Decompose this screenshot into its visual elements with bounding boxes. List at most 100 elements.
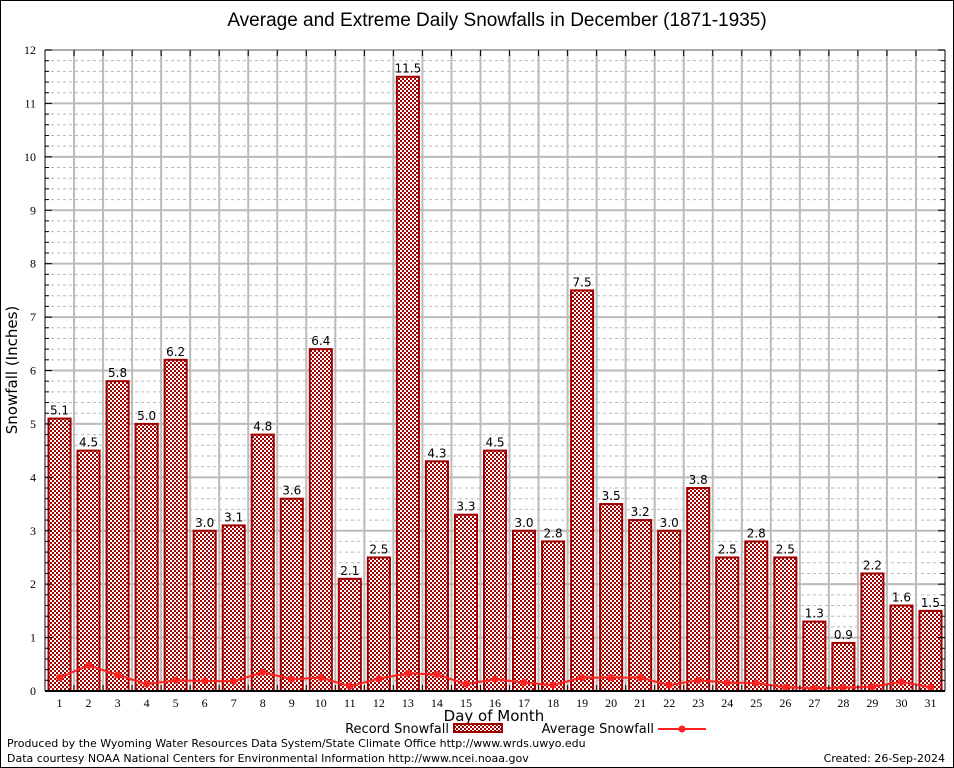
bar-value-label: 2.5 [776, 542, 795, 556]
bar-value-label: 6.2 [166, 345, 185, 359]
x-tick-label: 16 [489, 696, 501, 710]
x-tick-label: 30 [895, 696, 907, 710]
bar-value-label: 1.3 [805, 607, 824, 621]
bar-value-label: 5.0 [137, 409, 156, 423]
bar-value-label: 1.6 [892, 591, 911, 605]
y-tick-label: 10 [24, 150, 36, 164]
axes [44, 49, 946, 692]
footer-data-courtesy: Data courtesy NOAA National Centers for … [7, 752, 529, 765]
bar-value-label: 3.0 [660, 516, 679, 530]
bar-day-20 [599, 503, 624, 692]
bar-value-label: 3.8 [689, 473, 708, 487]
y-tick-label: 5 [30, 417, 36, 431]
x-tick-label: 4 [144, 696, 150, 710]
bar-day-8 [250, 433, 275, 692]
average-point-day-8 [259, 668, 267, 676]
y-tick-label: 9 [30, 203, 36, 217]
average-line-series [56, 661, 934, 692]
bar-value-label: 5.1 [50, 404, 69, 418]
bar-value-label: 3.2 [631, 505, 650, 519]
bar-value-label: 11.5 [395, 62, 422, 76]
y-tick-label: 8 [30, 257, 36, 271]
bar-value-label: 0.9 [834, 628, 853, 642]
bar-day-13 [395, 75, 420, 693]
average-point-day-5 [172, 676, 180, 684]
bar-value-label: 7.5 [573, 275, 592, 289]
average-point-day-30 [897, 678, 905, 686]
x-tick-label: 29 [866, 696, 878, 710]
x-tick-label: 1 [57, 696, 63, 710]
legend-label-average: Average Snowfall [542, 722, 654, 737]
bar-day-1 [47, 417, 72, 692]
bar-series [47, 75, 943, 693]
average-point-day-10 [317, 674, 325, 682]
bar-day-2 [76, 449, 101, 692]
y-tick-label: 4 [30, 470, 36, 484]
x-tick-label: 31 [924, 696, 936, 710]
average-point-day-31 [926, 683, 934, 691]
x-tick-label: 19 [576, 696, 588, 710]
average-point-day-18 [549, 681, 557, 689]
bar-day-17 [512, 529, 537, 692]
bar-day-5 [163, 358, 188, 692]
bar-value-label: 2.2 [863, 558, 882, 572]
average-point-day-16 [491, 675, 499, 683]
bar-day-16 [482, 449, 508, 692]
bar-value-label: 2.8 [544, 526, 563, 540]
chart-title: Average and Extreme Daily Snowfalls in D… [227, 10, 766, 31]
bar-day-23 [686, 487, 711, 692]
average-point-day-4 [143, 680, 151, 688]
average-point-day-19 [578, 674, 586, 682]
legend: Record Snowfall Average Snowfall [345, 722, 706, 737]
bar-value-label: 3.0 [195, 516, 214, 530]
average-point-day-1 [56, 674, 64, 682]
average-point-day-28 [839, 684, 847, 692]
legend-swatch-record [453, 723, 503, 733]
x-tick-label: 3 [115, 696, 121, 710]
average-point-day-11 [346, 682, 354, 690]
y-tick-label: 0 [30, 684, 36, 698]
x-tick-label: 20 [605, 696, 617, 710]
bar-value-label: 2.5 [369, 542, 388, 556]
bar-day-15 [453, 513, 479, 692]
bar-day-7 [221, 524, 246, 692]
bar-value-label: 3.1 [224, 510, 243, 524]
bar-value-label: 1.5 [921, 596, 940, 610]
average-point-day-9 [288, 675, 296, 683]
bar-value-label: 4.3 [427, 446, 446, 460]
average-point-day-17 [520, 678, 528, 686]
average-point-day-22 [665, 681, 673, 689]
bar-value-label: 2.1 [340, 564, 359, 578]
bar-day-3 [105, 380, 130, 692]
bar-day-28 [831, 641, 856, 692]
legend-label-record: Record Snowfall [345, 722, 449, 737]
y-tick-label: 6 [30, 364, 36, 378]
footer-produced-by: Produced by the Wyoming Water Resources … [7, 737, 586, 750]
bar-day-10 [308, 348, 333, 692]
x-tick-label: 18 [547, 696, 559, 710]
bar-day-26 [773, 556, 798, 692]
bar-value-label: 2.8 [747, 526, 766, 540]
y-tick-label: 1 [30, 631, 36, 645]
bar-day-22 [657, 529, 682, 692]
x-tick-label: 13 [402, 696, 414, 710]
bar-day-30 [889, 604, 914, 692]
average-point-day-2 [85, 661, 93, 669]
average-point-day-25 [752, 679, 760, 687]
bar-value-label: 5.8 [108, 366, 127, 380]
x-tick-label: 17 [518, 696, 530, 710]
bar-day-4 [134, 422, 159, 692]
bar-value-label: 3.0 [514, 516, 533, 530]
x-tick-label: 12 [373, 696, 385, 710]
bar-day-12 [366, 556, 391, 692]
average-point-day-14 [433, 670, 441, 678]
x-tick-labels: 1 2 3 4 5 6 7 8 9 10 11 12 13 14 15 16 17 18 19 20 21 22 23 24 2… [57, 696, 937, 710]
x-tick-label: 8 [260, 696, 266, 710]
legend-swatch-average-marker [678, 725, 686, 733]
average-point-day-6 [201, 677, 209, 685]
average-point-day-20 [607, 674, 615, 682]
x-tick-label: 15 [460, 696, 472, 710]
x-tick-label: 11 [344, 696, 356, 710]
